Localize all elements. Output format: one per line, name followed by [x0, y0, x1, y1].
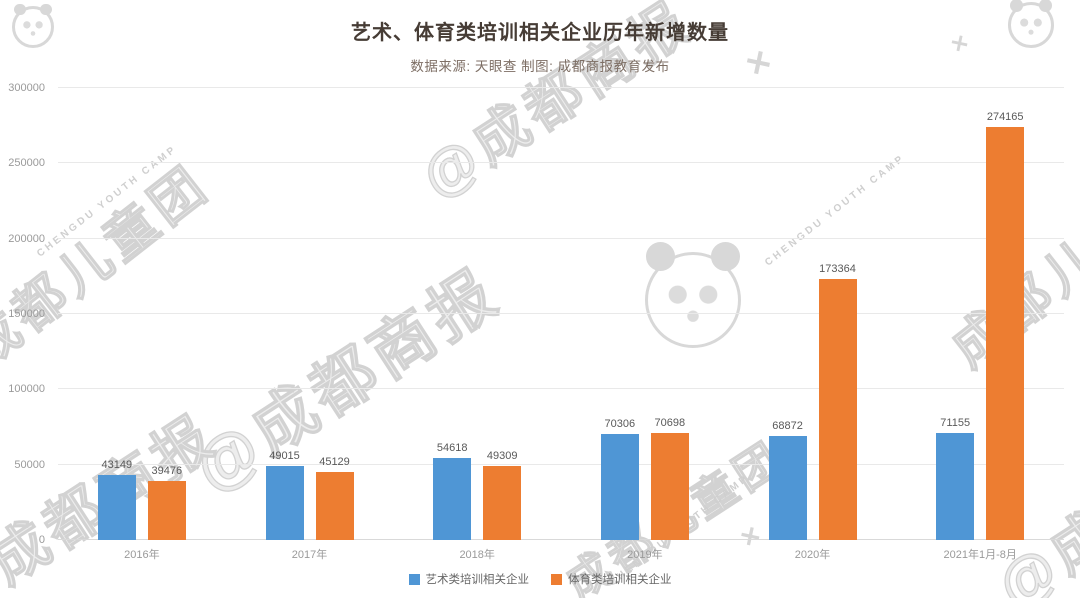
bar-value-label: 43149 [101, 459, 133, 471]
bar-value-label: 54618 [436, 441, 468, 454]
bar-art [265, 466, 304, 540]
bar-column: 70306 [600, 88, 639, 540]
bar-group: 68872 173364 [729, 88, 897, 540]
y-tick-label: 50000 [14, 458, 45, 471]
bar-column: 274165 [986, 88, 1025, 540]
plot-area: 43149 39476 49015 45129 54618 49309 70306 70698… [58, 87, 1064, 540]
legend-item: 体育类培训相关企业 [551, 571, 672, 587]
chart-subtitle: 数据来源: 天眼查 制图: 成都商报教育发布 [410, 59, 670, 74]
gridline [58, 388, 1064, 390]
bar-value-label: 173364 [819, 262, 856, 275]
bar-art [768, 436, 807, 540]
gridline [58, 87, 1064, 88]
bar-column: 49309 [483, 88, 522, 540]
y-tick-label: 300000 [8, 82, 45, 94]
gridline [58, 237, 1064, 239]
bar-value-label: 49309 [486, 449, 518, 462]
bar-value-label: 68872 [772, 420, 803, 433]
gridline [58, 313, 1064, 314]
bar-value-label: 71155 [940, 416, 971, 429]
bar-column: 39476 [147, 88, 186, 540]
x-tick-label: 2016年 [124, 549, 160, 561]
bar-column: 43149 [97, 88, 136, 540]
bar-sports [147, 480, 186, 540]
legend-swatch [408, 573, 420, 585]
bar-sports [650, 433, 689, 540]
y-tick-label: 150000 [8, 308, 45, 320]
bar-sports [315, 472, 354, 540]
bar-art [97, 475, 136, 540]
y-tick-label: 100000 [8, 383, 45, 396]
bar-column: 173364 [818, 88, 857, 540]
bar-sports [483, 465, 522, 540]
bar-column: 54618 [433, 88, 472, 540]
legend-item: 艺术类培训相关企业 [408, 571, 530, 587]
bar-sports [818, 278, 857, 540]
bar-column: 49015 [265, 88, 304, 540]
legend-swatch [551, 573, 562, 585]
bar-group: 54618 49309 [393, 88, 561, 540]
bar-column: 68872 [768, 88, 807, 540]
gridline [58, 539, 1064, 540]
legend-label: 艺术类培训相关企业 [425, 574, 530, 586]
bar-column: 70698 [650, 88, 689, 540]
gridline [58, 162, 1064, 164]
bar-value-label: 39476 [151, 464, 183, 477]
gridline [58, 463, 1064, 465]
x-tick-label: 2020年 [794, 549, 831, 561]
bar-value-label: 274165 [986, 110, 1024, 123]
bar-sports [986, 126, 1025, 540]
bar-groups: 43149 39476 49015 45129 54618 49309 70306 70698… [58, 88, 1064, 540]
bar-group: 49015 45129 [226, 88, 394, 540]
legend-label: 体育类培训相关企业 [568, 574, 672, 586]
chart-title: 艺术、体育类培训相关企业历年新增数量 [351, 22, 729, 44]
legend: 艺术类培训相关企业 体育类培训相关企业 [0, 571, 1080, 587]
y-axis: 0 50000 100000 150000 200000 250000 300000 [0, 82, 50, 546]
bar-art [433, 457, 472, 540]
y-tick-label: 0 [38, 534, 45, 546]
chart-header: 艺术、体育类培训相关企业历年新增数量 数据来源: 天眼查 制图: 成都商报教育发… [0, 16, 1080, 75]
bar-art [600, 434, 639, 540]
x-tick-label: 2017年 [291, 549, 328, 561]
x-tick-label: 2018年 [459, 549, 495, 561]
bar-value-label: 70698 [654, 417, 686, 430]
bar-value-label: 45129 [319, 456, 350, 469]
bar-column: 45129 [315, 88, 354, 540]
bar-group: 43149 39476 [58, 88, 226, 540]
x-axis: 2016年 2017年 2018年 2019年 2020年 2021年1月-8月 [58, 546, 1064, 562]
bar-value-label: 49015 [269, 450, 300, 463]
x-tick-label: 2019年 [627, 549, 663, 561]
x-tick-label: 2021年1月-8月 [943, 549, 1017, 561]
bar-column: 71155 [936, 88, 975, 540]
bar-group: 71155 274165 [896, 88, 1064, 540]
bar-group: 70306 70698 [561, 88, 729, 540]
bar-art [936, 432, 975, 540]
bar-value-label: 70306 [604, 418, 636, 431]
y-tick-label: 200000 [8, 232, 45, 245]
y-tick-label: 250000 [8, 157, 45, 170]
